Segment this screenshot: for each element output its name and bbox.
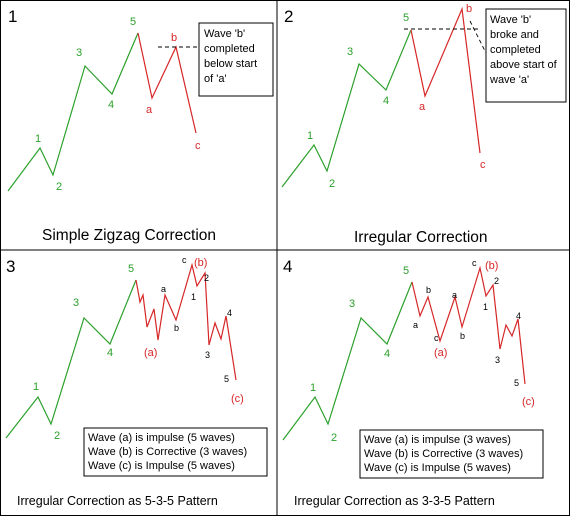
wave-label-5: 5 <box>130 16 136 28</box>
note-line: Wave 'b' <box>490 14 531 26</box>
sub-wave-label: 5 <box>224 374 229 384</box>
wave-label-4: 4 <box>108 99 114 111</box>
sub-wave-label: 1 <box>483 302 488 312</box>
correction-wave-line <box>135 262 237 381</box>
panel-caption: Irregular Correction as 3-3-5 Pattern <box>294 494 495 508</box>
correction-wave-line <box>137 32 197 134</box>
panel-1: 1 1 2 3 4 5 a b c Wave 'b' completed bel… <box>7 7 274 244</box>
wave-label-a: (a) <box>144 347 157 359</box>
note-line: of 'a' <box>204 73 227 85</box>
impulse-wave-line <box>281 29 412 188</box>
sub-wave-label: a <box>161 284 166 294</box>
wave-label-c: (c) <box>231 393 244 405</box>
panel-number: 3 <box>6 257 15 276</box>
note-box: Wave (a) is impulse (3 waves) Wave (b) i… <box>359 429 544 479</box>
panel-4: 4 1 2 3 4 5 (a) (b) (c) a b c a b c 1 2 … <box>282 257 544 508</box>
note-line: Wave (b) is Corrective (3 waves) <box>364 448 523 460</box>
note-line: wave 'a' <box>489 74 529 86</box>
wave-label-c: c <box>480 159 486 171</box>
sub-wave-label: c <box>434 333 439 343</box>
note-line: below start <box>204 58 257 70</box>
sub-wave-label: 4 <box>516 311 521 321</box>
note-line: Wave 'b' <box>204 28 245 40</box>
panel-3: 3 1 2 3 4 5 (a) (b) (c) a b c 1 2 3 4 5 … <box>5 255 268 508</box>
wave-label-3: 3 <box>347 46 353 58</box>
note-line: broke and <box>490 29 539 41</box>
impulse-wave-line <box>5 279 137 439</box>
impulse-wave-line <box>7 32 139 192</box>
sub-wave-label: b <box>174 323 179 333</box>
sub-wave-label: b <box>426 285 431 295</box>
wave-label-5: 5 <box>403 12 409 24</box>
sub-wave-label: c <box>472 258 477 268</box>
sub-wave-label: 1 <box>191 292 196 302</box>
sub-wave-label: 3 <box>495 355 500 365</box>
sub-wave-label: a <box>452 290 457 300</box>
panel-2: 2 1 2 3 4 5 a b c Wave 'b' broke and com… <box>281 3 567 246</box>
wave-label-c: (c) <box>522 396 535 408</box>
wave-label-3: 3 <box>349 298 355 310</box>
wave-label-b: b <box>171 32 177 44</box>
note-line: Wave (a) is impulse (5 waves) <box>88 432 235 444</box>
note-line: Wave (c) is Impulse (5 waves) <box>88 460 235 472</box>
note-line: Wave (a) is impulse (3 waves) <box>364 434 511 446</box>
panel-caption: Irregular Correction as 5-3-5 Pattern <box>17 494 218 508</box>
note-line: above start of <box>490 59 558 71</box>
wave-label-5: 5 <box>403 265 409 277</box>
note-line: Wave (b) is Corrective (3 waves) <box>88 446 247 458</box>
wave-label-3: 3 <box>76 47 82 59</box>
note-line: completed <box>204 43 255 55</box>
wave-label-1: 1 <box>33 381 39 393</box>
correction-wave-line <box>411 265 526 385</box>
sub-wave-label: 4 <box>227 308 232 318</box>
sub-wave-label: 5 <box>514 378 519 388</box>
wave-label-4: 4 <box>384 348 390 360</box>
wave-label-1: 1 <box>307 130 313 142</box>
wave-label-4: 4 <box>383 95 389 107</box>
wave-label-b: b <box>466 3 472 15</box>
wave-label-a: a <box>146 104 153 116</box>
wave-label-b: (b) <box>194 257 207 269</box>
sub-wave-label: a <box>413 320 418 330</box>
panel-number: 1 <box>8 7 17 26</box>
wave-label-5: 5 <box>128 263 134 275</box>
impulse-wave-line <box>282 281 413 441</box>
wave-label-1: 1 <box>35 133 41 145</box>
wave-label-3: 3 <box>73 297 79 309</box>
sub-wave-label: c <box>182 255 187 265</box>
note-box: Wave 'b' broke and completed above start… <box>485 8 567 103</box>
wave-label-a: a <box>419 101 426 113</box>
sub-wave-label: 3 <box>205 350 210 360</box>
wave-label-2: 2 <box>56 181 62 193</box>
sub-wave-label: 2 <box>494 276 499 286</box>
panel-caption: Simple Zigzag Correction <box>42 227 216 244</box>
wave-label-2: 2 <box>331 432 337 444</box>
note-box: Wave 'b' completed below start of 'a' <box>198 22 274 97</box>
wave-label-1: 1 <box>310 382 316 394</box>
wave-label-2: 2 <box>54 430 60 442</box>
callout-dashed-line <box>469 20 488 56</box>
panel-number: 2 <box>284 7 293 26</box>
sub-wave-label: b <box>460 331 465 341</box>
correction-wave-line <box>410 6 481 154</box>
sub-wave-label: 2 <box>204 273 209 283</box>
note-line: Wave (c) is Impulse (5 waves) <box>364 462 511 474</box>
wave-label-4: 4 <box>107 347 113 359</box>
wave-label-2: 2 <box>329 178 335 190</box>
wave-label-b: (b) <box>485 260 498 272</box>
wave-label-c: c <box>195 140 201 152</box>
panel-number: 4 <box>283 257 292 276</box>
panel-caption: Irregular Correction <box>354 229 488 246</box>
wave-label-a: (a) <box>434 347 447 359</box>
note-box: Wave (a) is impulse (5 waves) Wave (b) i… <box>83 427 268 477</box>
note-line: completed <box>490 44 541 56</box>
